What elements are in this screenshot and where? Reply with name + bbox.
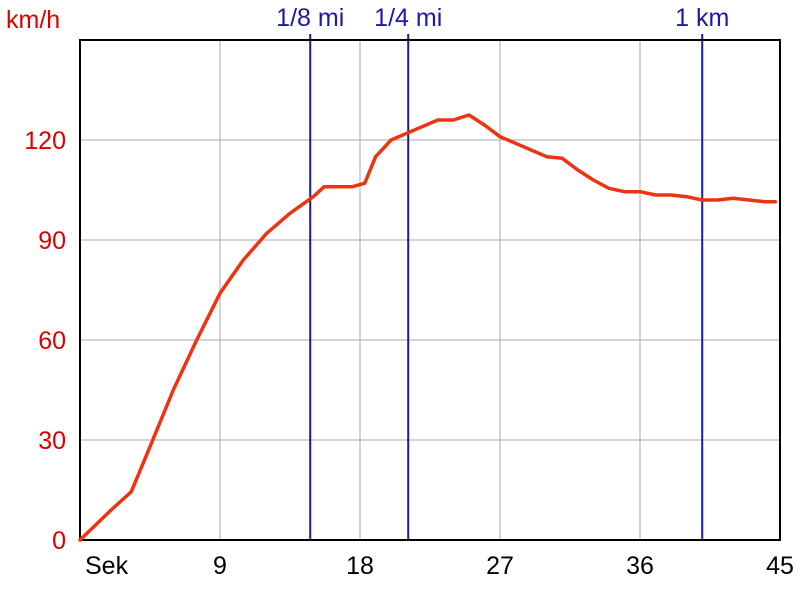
plot-frame xyxy=(79,39,781,541)
distance-marker-label: 1/4 mi xyxy=(374,4,442,32)
y-tick-label: 60 xyxy=(38,327,66,355)
x-tick-label: 18 xyxy=(346,552,374,580)
y-axis-label: km/h xyxy=(6,6,60,34)
y-tick-label: 90 xyxy=(38,227,66,255)
x-tick-label: 36 xyxy=(626,552,654,580)
distance-marker-label: 1 km xyxy=(675,4,729,32)
x-tick-label: 9 xyxy=(213,552,227,580)
distance-markers xyxy=(309,34,704,540)
x-axis-label: Sek xyxy=(85,552,129,580)
speed-series-line xyxy=(78,113,778,542)
y-tick-label: 0 xyxy=(52,527,66,555)
y-tick-label: 120 xyxy=(24,127,66,155)
x-tick-label: 27 xyxy=(486,552,514,580)
tick-labels: 1/8 mi 1/4 mi 1 km 0 30 60 90 120 9 18 27 36 45 xyxy=(24,4,794,580)
distance-marker-label: 1/8 mi xyxy=(276,4,344,32)
x-tick-label: 45 xyxy=(766,552,794,580)
y-tick-label: 30 xyxy=(38,427,66,455)
